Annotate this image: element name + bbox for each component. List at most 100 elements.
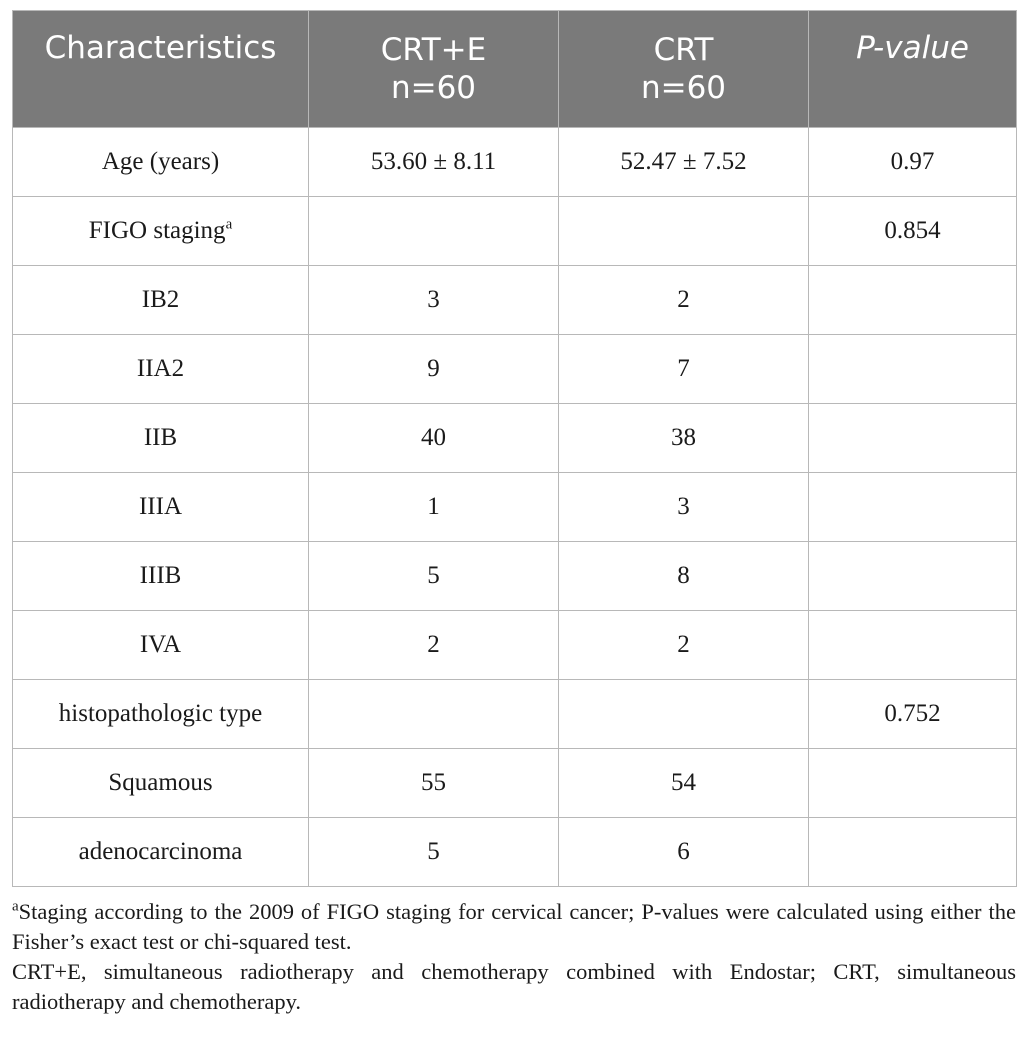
table-row: histopathologic type 0.752 (12, 679, 1017, 749)
row-label-text: Squamous (108, 769, 213, 796)
cell-p-value-text: 0.97 (890, 148, 935, 175)
row-label: adenocarcinoma (12, 817, 309, 887)
cell-crt-text: 54 (671, 769, 696, 796)
row-label: IIA2 (12, 334, 309, 404)
cell-p-value (808, 541, 1017, 611)
table-row: Age (years) 53.60 ± 8.11 52.47 ± 7.52 0.97 (12, 127, 1017, 197)
table-row: IIIA 1 3 (12, 472, 1017, 542)
cell-crte: 3 (308, 265, 559, 335)
cell-crte: 55 (308, 748, 559, 818)
header-crte-n: n=60 (390, 70, 477, 106)
table-footnotes: aStaging according to the 2009 of FIGO s… (12, 897, 1016, 1017)
cell-crt-text: 8 (677, 562, 690, 589)
row-label: IB2 (12, 265, 309, 335)
row-label-text: histopathologic type (58, 700, 263, 727)
row-label: histopathologic type (12, 679, 309, 749)
footnote-abbreviations: CRT+E, simultaneous radiotherapy and che… (12, 959, 1016, 1014)
header-p-value: P-value (808, 10, 1017, 128)
cell-crte: 9 (308, 334, 559, 404)
cell-crt: 6 (558, 817, 809, 887)
cell-p-value (808, 403, 1017, 473)
cell-crt-text: 2 (677, 631, 690, 658)
table-row: IIB 40 38 (12, 403, 1017, 473)
table-body: Age (years) 53.60 ± 8.11 52.47 ± 7.52 0.97 F… (12, 127, 1017, 887)
footnote-marker: a (12, 898, 19, 915)
header-crt: CRT n=60 (558, 10, 809, 128)
cell-crte: 2 (308, 610, 559, 680)
cell-crte-text: 55 (421, 769, 446, 796)
cell-crt (558, 679, 809, 749)
cell-crt-text: 2 (677, 286, 690, 313)
row-label: IIIA (12, 472, 309, 542)
table-row: Squamous 55 54 (12, 748, 1017, 818)
table-row: IB2 3 2 (12, 265, 1017, 335)
cell-p-value (808, 748, 1017, 818)
row-label: IVA (12, 610, 309, 680)
cell-crte: 40 (308, 403, 559, 473)
cell-crte: 1 (308, 472, 559, 542)
cell-crte: 5 (308, 817, 559, 887)
cell-crt: 54 (558, 748, 809, 818)
table-row: IIA2 9 7 (12, 334, 1017, 404)
cell-p-value (808, 610, 1017, 680)
cell-crte-text: 5 (427, 838, 440, 865)
cell-p-value (808, 472, 1017, 542)
table-header: Characteristics CRT+E n=60 CRT n=60 P-va… (12, 10, 1017, 128)
cell-crt: 8 (558, 541, 809, 611)
table-container: Characteristics CRT+E n=60 CRT n=60 P-va… (12, 10, 1017, 1017)
cell-crt-text: 3 (677, 493, 690, 520)
cell-p-value: 0.97 (808, 127, 1017, 197)
row-label: Age (years) (12, 127, 309, 197)
table-row: FIGO staginga 0.854 (12, 196, 1017, 266)
cell-crt-text: 7 (677, 355, 690, 382)
header-crt-name: CRT (653, 32, 714, 68)
cell-crt: 3 (558, 472, 809, 542)
cell-crt: 52.47 ± 7.52 (558, 127, 809, 197)
cell-crte-text: 9 (427, 355, 440, 382)
header-crte-name: CRT+E (380, 32, 487, 68)
header-characteristics: Characteristics (12, 10, 309, 128)
cell-crt-text: 6 (677, 838, 690, 865)
row-label: IIB (12, 403, 309, 473)
cell-crt: 2 (558, 265, 809, 335)
cell-crte (308, 679, 559, 749)
cell-p-value: 0.752 (808, 679, 1017, 749)
row-label: FIGO staginga (12, 196, 309, 266)
cell-crt: 38 (558, 403, 809, 473)
row-label-text: Age (years) (101, 148, 220, 175)
footnote-staging-text: Staging according to the 2009 of FIGO st… (12, 899, 1016, 954)
footnote-staging: aStaging according to the 2009 of FIGO s… (12, 897, 1016, 957)
cell-crte-text: 1 (427, 493, 440, 520)
cell-crte-text: 53.60 ± 8.11 (370, 148, 497, 175)
cell-crte: 53.60 ± 8.11 (308, 127, 559, 197)
row-label-text: IB2 (141, 286, 180, 313)
row-label-text: IIIA (138, 493, 183, 520)
footnote-marker: a (225, 216, 233, 233)
table-row: adenocarcinoma 5 6 (12, 817, 1017, 887)
row-label-text: FIGO staging (88, 217, 226, 244)
row-label-text: IVA (139, 631, 182, 658)
cell-p-value-text: 0.854 (884, 217, 941, 244)
table-row: IIIB 5 8 (12, 541, 1017, 611)
header-crt-n: n=60 (640, 70, 727, 106)
row-label-text: IIIB (139, 562, 182, 589)
cell-crte (308, 196, 559, 266)
row-label-text: adenocarcinoma (78, 838, 243, 865)
cell-crte-text: 40 (421, 424, 446, 451)
cell-crte-text: 5 (427, 562, 440, 589)
cell-crt-text: 38 (671, 424, 696, 451)
cell-p-value (808, 334, 1017, 404)
cell-p-value-text: 0.752 (884, 700, 941, 727)
cell-crte-text: 2 (427, 631, 440, 658)
characteristics-table: Characteristics CRT+E n=60 CRT n=60 P-va… (12, 10, 1017, 887)
cell-p-value (808, 817, 1017, 887)
cell-crt (558, 196, 809, 266)
table-row: IVA 2 2 (12, 610, 1017, 680)
row-label-text: IIA2 (136, 355, 185, 382)
cell-crte: 5 (308, 541, 559, 611)
cell-p-value (808, 265, 1017, 335)
cell-p-value: 0.854 (808, 196, 1017, 266)
cell-crt-text: 52.47 ± 7.52 (620, 148, 747, 175)
header-crte: CRT+E n=60 (308, 10, 559, 128)
row-label: Squamous (12, 748, 309, 818)
